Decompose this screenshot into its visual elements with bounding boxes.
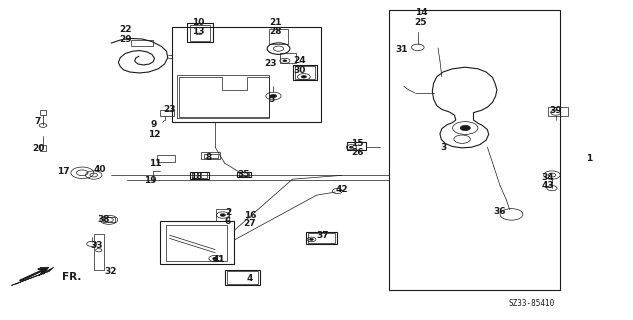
Bar bbox=[131, 40, 153, 46]
Text: 41: 41 bbox=[212, 255, 225, 264]
Text: 21: 21 bbox=[269, 18, 282, 27]
Text: 42: 42 bbox=[335, 185, 348, 194]
Text: 12: 12 bbox=[147, 130, 160, 139]
Text: 8: 8 bbox=[206, 153, 212, 162]
Polygon shape bbox=[11, 267, 54, 285]
Text: 22: 22 bbox=[119, 25, 132, 34]
Circle shape bbox=[460, 125, 470, 131]
Text: 36: 36 bbox=[494, 207, 506, 216]
Bar bbox=[40, 145, 46, 151]
Text: 39: 39 bbox=[549, 106, 562, 115]
Bar bbox=[306, 232, 337, 244]
Bar bbox=[225, 270, 260, 285]
Text: 7: 7 bbox=[35, 117, 41, 126]
Bar bbox=[548, 107, 568, 116]
Text: 2: 2 bbox=[225, 208, 231, 217]
Bar bbox=[190, 25, 210, 41]
Text: 31: 31 bbox=[396, 45, 408, 54]
Bar bbox=[295, 66, 315, 79]
Text: 5: 5 bbox=[268, 95, 274, 104]
Text: 23: 23 bbox=[163, 105, 176, 114]
Bar bbox=[227, 271, 258, 284]
Circle shape bbox=[310, 238, 313, 240]
Bar bbox=[157, 155, 175, 162]
Text: 33: 33 bbox=[90, 241, 103, 250]
Text: 25: 25 bbox=[415, 18, 427, 27]
Bar bbox=[347, 142, 366, 150]
Circle shape bbox=[270, 94, 277, 98]
Text: 4: 4 bbox=[247, 274, 253, 283]
Bar bbox=[172, 27, 321, 122]
Bar bbox=[293, 65, 317, 80]
Text: 37: 37 bbox=[316, 231, 329, 240]
Bar bbox=[239, 172, 249, 176]
Text: 14: 14 bbox=[415, 8, 427, 17]
Text: 28: 28 bbox=[269, 28, 282, 36]
Circle shape bbox=[301, 76, 306, 78]
Text: 43: 43 bbox=[541, 181, 554, 190]
Text: 30: 30 bbox=[293, 66, 306, 75]
Bar bbox=[160, 110, 174, 116]
Bar bbox=[201, 152, 220, 159]
Text: 27: 27 bbox=[244, 220, 256, 228]
Bar bbox=[237, 172, 251, 177]
Text: 16: 16 bbox=[244, 211, 256, 220]
Text: 15: 15 bbox=[351, 139, 364, 148]
Circle shape bbox=[213, 257, 218, 260]
Text: 17: 17 bbox=[57, 167, 70, 176]
Text: 3: 3 bbox=[440, 143, 446, 152]
Bar bbox=[308, 233, 335, 243]
Text: 40: 40 bbox=[94, 165, 106, 174]
Text: 13: 13 bbox=[192, 28, 204, 36]
Text: FR.: FR. bbox=[62, 272, 82, 283]
Text: 20: 20 bbox=[32, 144, 44, 153]
Bar bbox=[280, 53, 296, 63]
Bar bbox=[94, 234, 104, 270]
Text: 11: 11 bbox=[149, 159, 161, 168]
Bar bbox=[192, 172, 207, 178]
Bar bbox=[216, 209, 229, 221]
Text: 1: 1 bbox=[586, 154, 592, 163]
Text: 10: 10 bbox=[192, 18, 204, 27]
Text: 19: 19 bbox=[144, 176, 157, 185]
Text: 35: 35 bbox=[237, 170, 250, 179]
Text: 29: 29 bbox=[119, 35, 132, 44]
Bar bbox=[177, 75, 269, 118]
Bar bbox=[40, 110, 46, 115]
Circle shape bbox=[220, 214, 225, 216]
Text: 18: 18 bbox=[190, 172, 203, 181]
Text: 32: 32 bbox=[104, 267, 117, 276]
Bar bbox=[204, 154, 218, 158]
Bar bbox=[389, 10, 560, 290]
Circle shape bbox=[283, 60, 287, 62]
Bar bbox=[187, 23, 213, 42]
Text: 34: 34 bbox=[541, 173, 554, 182]
Bar bbox=[103, 217, 115, 222]
Text: 9: 9 bbox=[151, 120, 157, 129]
Circle shape bbox=[349, 146, 353, 148]
Text: 26: 26 bbox=[351, 148, 364, 157]
Text: 24: 24 bbox=[293, 56, 306, 65]
Text: 38: 38 bbox=[97, 215, 110, 224]
Text: 23: 23 bbox=[265, 60, 277, 68]
Text: 6: 6 bbox=[225, 217, 231, 226]
Text: SZ33-85410: SZ33-85410 bbox=[508, 299, 555, 308]
Bar bbox=[190, 172, 209, 179]
Bar bbox=[269, 29, 288, 44]
